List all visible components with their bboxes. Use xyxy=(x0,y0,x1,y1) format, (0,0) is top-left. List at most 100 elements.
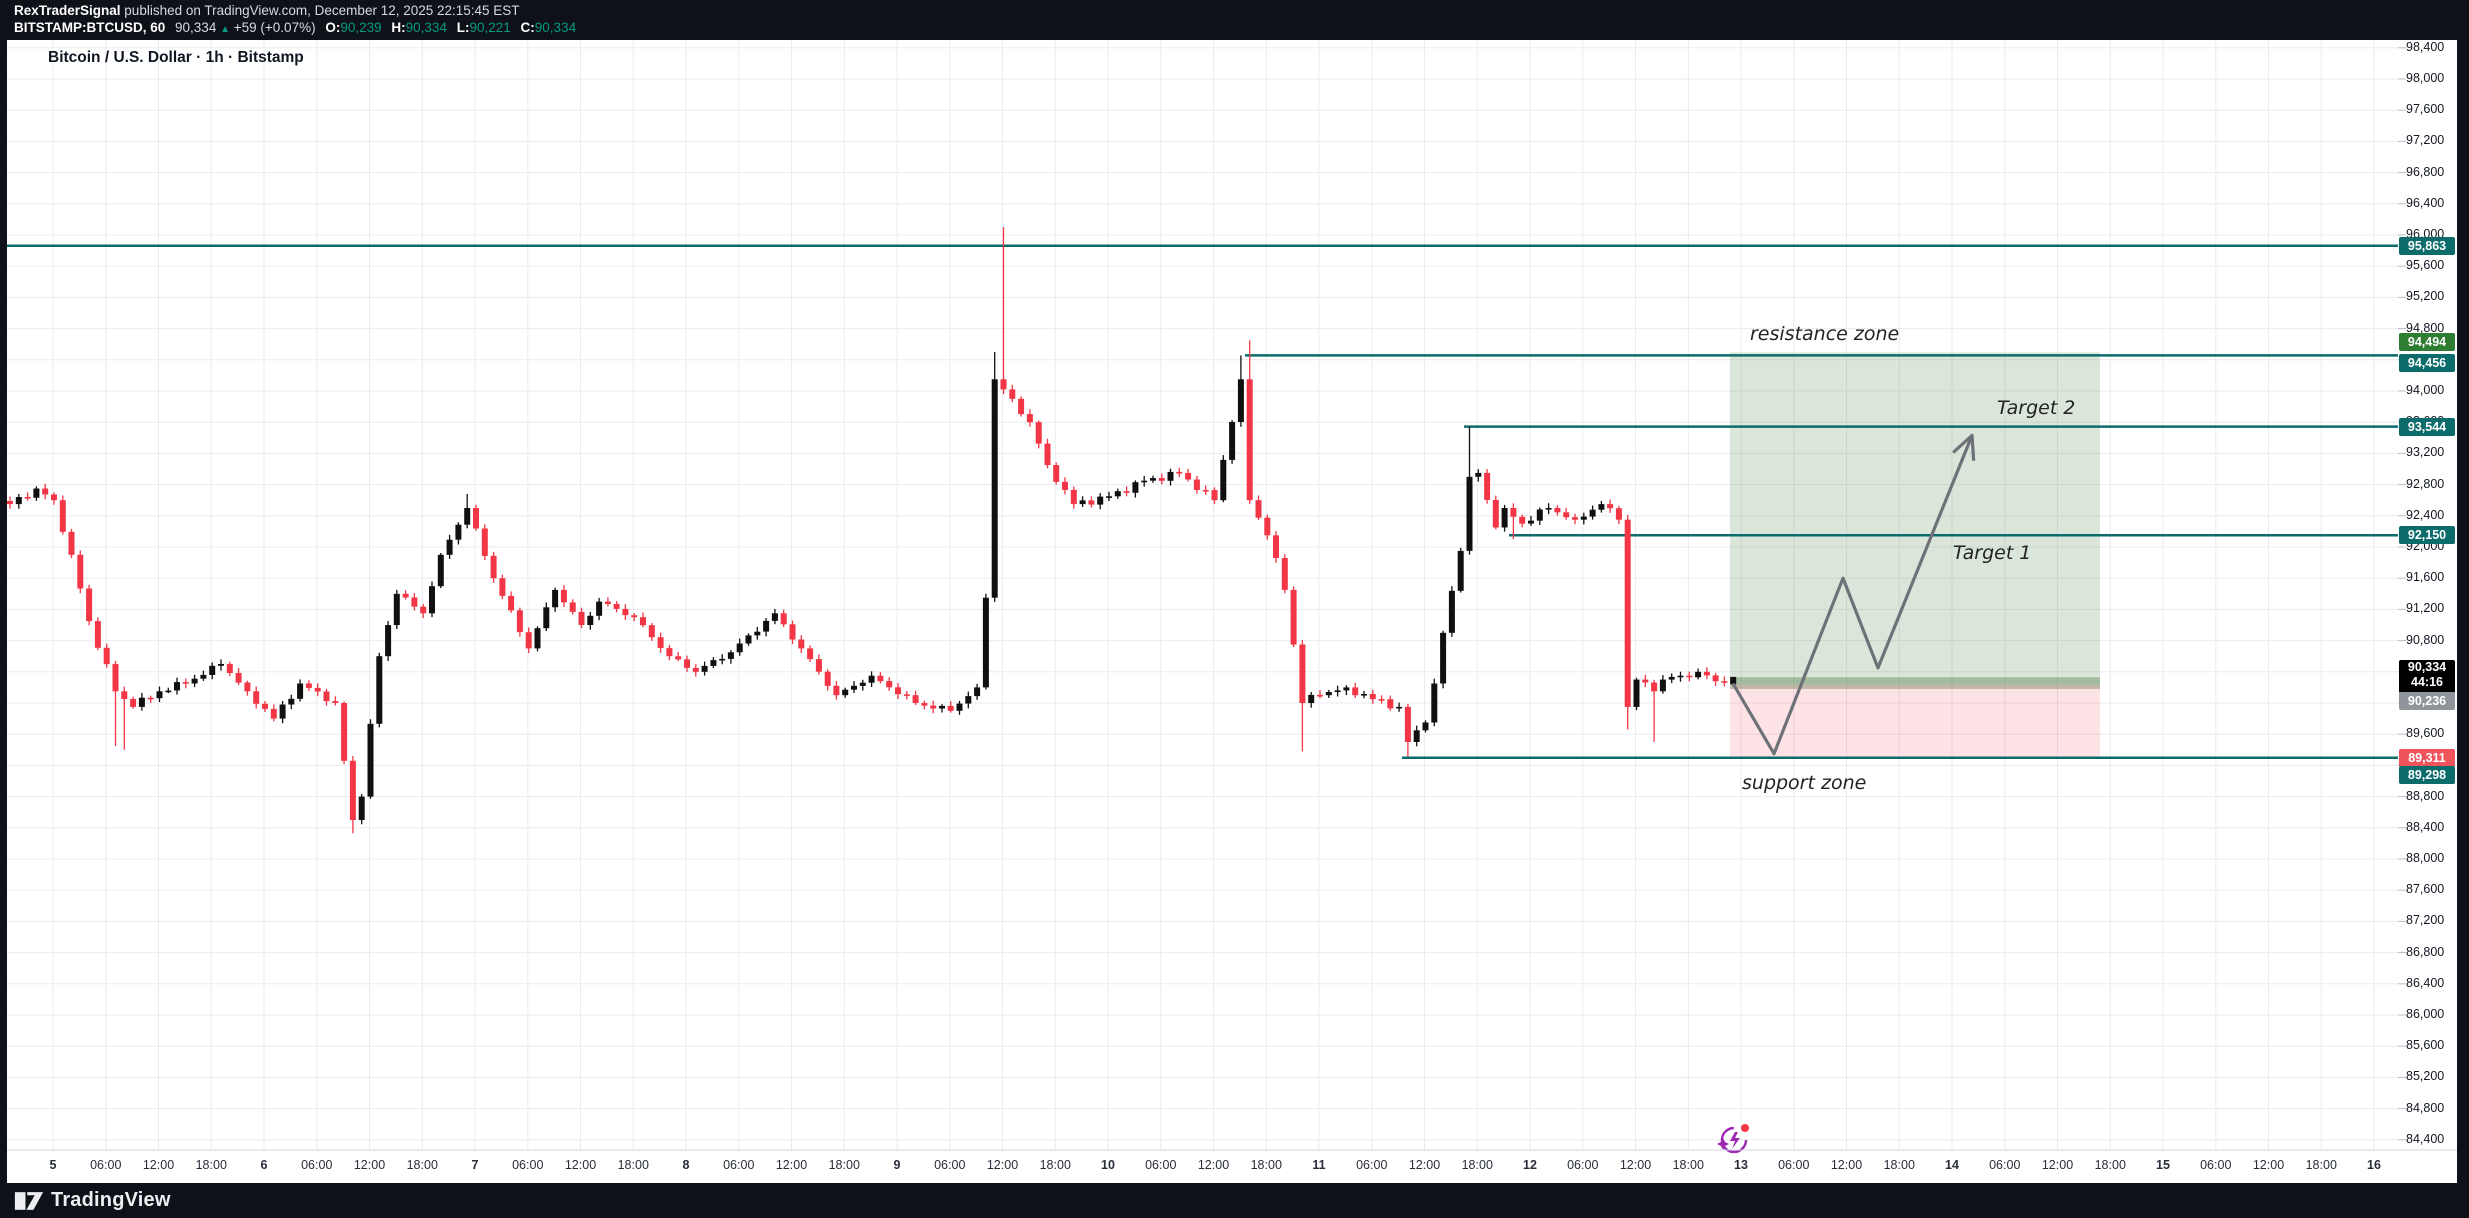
time-tick-day: 14 xyxy=(1945,1158,1959,1172)
price-tick-label: 87,600 xyxy=(2406,882,2445,897)
target-1-text[interactable]: Target 1 xyxy=(1953,542,2032,564)
time-tick-hour: 18:00 xyxy=(617,1158,649,1172)
time-tick-hour: 12:00 xyxy=(142,1158,175,1172)
close-label: C: xyxy=(520,20,535,35)
resistance-zone-text[interactable]: resistance zone xyxy=(1750,323,1900,345)
time-tick-hour: 12:00 xyxy=(1830,1158,1863,1172)
time-tick-day: 8 xyxy=(682,1158,690,1172)
time-tick-hour: 12:00 xyxy=(564,1158,597,1172)
price-tick-label: 95,200 xyxy=(2406,289,2445,304)
price-tick-label: 91,600 xyxy=(2406,570,2445,585)
time-tick-hour: 18:00 xyxy=(1250,1158,1282,1172)
publish-info-line: RexTraderSignal published on TradingView… xyxy=(14,2,520,19)
time-tick-hour: 18:00 xyxy=(828,1158,860,1172)
event-marker-icon[interactable] xyxy=(1717,1124,1749,1154)
time-tick-hour: 18:00 xyxy=(2094,1158,2126,1172)
up-triangle-icon: ▲ xyxy=(220,24,230,35)
high-value: 90,334 xyxy=(405,20,447,35)
time-tick-hour: 12:00 xyxy=(1197,1158,1230,1172)
time-tick-day: 10 xyxy=(1101,1158,1115,1172)
projection-arrow[interactable] xyxy=(1731,433,1976,756)
price-tick-label: 94,800 xyxy=(2406,320,2445,335)
time-tick-hour: 12:00 xyxy=(986,1158,1019,1172)
time-tick-day: 9 xyxy=(893,1158,901,1172)
time-tick-day: 7 xyxy=(471,1158,479,1172)
price-tick-label: 85,600 xyxy=(2406,1038,2445,1053)
time-tick-day: 16 xyxy=(2367,1158,2381,1172)
time-tick-hour: 18:00 xyxy=(195,1158,227,1172)
price-tick-label: 98,000 xyxy=(2406,71,2445,85)
price-tick-label: 93,200 xyxy=(2406,445,2445,460)
price-tick-label: 92,400 xyxy=(2406,507,2445,522)
target-2-text[interactable]: Target 2 xyxy=(1997,397,2076,419)
time-tick-hour: 18:00 xyxy=(1672,1158,1704,1172)
price-tick-label: 86,000 xyxy=(2406,1007,2445,1021)
price-tick-label: 96,800 xyxy=(2406,164,2445,179)
price-tick-label: 84,800 xyxy=(2406,1100,2445,1115)
red-dot-icon xyxy=(1741,1124,1749,1132)
price-label-93544: 93,544 xyxy=(2399,417,2455,436)
price-tick-label: 95,600 xyxy=(2406,258,2445,273)
time-tick-day: 15 xyxy=(2156,1158,2170,1172)
time-tick-hour: 12:00 xyxy=(1619,1158,1652,1172)
symbol-info-line: BITSTAMP:BTCUSD, 60 90,334 ▲ +59 (+0.07%… xyxy=(14,19,576,38)
price-axis[interactable]: 98,400 98,000 97,600 97,200 96,800 96,400 96,0… xyxy=(2398,40,2457,1183)
time-tick-hour: 12:00 xyxy=(2041,1158,2074,1172)
time-tick-hour: 12:00 xyxy=(775,1158,808,1172)
time-tick-hour: 06:00 xyxy=(1989,1158,2021,1172)
candlestick-plot[interactable] xyxy=(7,40,2457,1183)
tradingview-logo[interactable]: TradingView xyxy=(14,1189,171,1212)
price-tick-label: 96,400 xyxy=(2406,195,2445,210)
price-label-90236: 90,236 xyxy=(2399,691,2455,710)
profit-zone xyxy=(1730,352,2100,685)
price-tick-label: 88,400 xyxy=(2406,819,2445,834)
price-label-89298: 89,298 xyxy=(2399,765,2455,784)
time-tick-hour: 18:00 xyxy=(406,1158,438,1172)
gridlines xyxy=(7,40,2398,1150)
time-tick-hour: 18:00 xyxy=(2305,1158,2337,1172)
time-tick-hour: 06:00 xyxy=(301,1158,333,1172)
price-tick-label: 98,400 xyxy=(2406,40,2445,54)
price-label-95863: 95,863 xyxy=(2399,236,2455,255)
time-tick-hour: 06:00 xyxy=(1778,1158,1810,1172)
low-label: L: xyxy=(456,20,470,35)
chart-panel[interactable]: Bitcoin / U.S. Dollar · 1h · Bitstamp 98… xyxy=(7,40,2457,1183)
time-tick-hour: 06:00 xyxy=(934,1158,966,1172)
long-position-tool[interactable] xyxy=(1730,352,2100,757)
lightning-icon xyxy=(1730,1132,1740,1149)
price-label-94456: 94,456 xyxy=(2399,354,2455,373)
publish-details: published on TradingView.com, December 1… xyxy=(120,3,520,18)
time-tick-hour: 06:00 xyxy=(1567,1158,1599,1172)
price-tick-label: 87,200 xyxy=(2406,913,2445,928)
time-tick-hour: 06:00 xyxy=(2200,1158,2232,1172)
support-zone-text[interactable]: support zone xyxy=(1742,772,1867,794)
chart-legend-title: Bitcoin / U.S. Dollar · 1h · Bitstamp xyxy=(48,49,304,66)
tradingview-logo-icon xyxy=(14,1191,44,1210)
time-tick-hour: 06:00 xyxy=(90,1158,122,1172)
open-value: 90,239 xyxy=(340,20,382,35)
time-tick-hour: 18:00 xyxy=(1039,1158,1071,1172)
time-tick-hour: 06:00 xyxy=(512,1158,544,1172)
time-tick-hour: 12:00 xyxy=(2252,1158,2285,1172)
open-label: O: xyxy=(325,20,341,35)
time-tick-hour: 06:00 xyxy=(723,1158,755,1172)
high-label: H: xyxy=(391,20,406,35)
time-tick-hour: 18:00 xyxy=(1883,1158,1915,1172)
tradingview-logo-text: TradingView xyxy=(51,1189,171,1211)
price-tick-label: 91,200 xyxy=(2406,601,2445,616)
time-tick-hour: 18:00 xyxy=(1461,1158,1493,1172)
symbol-name: BITSTAMP:BTCUSD, 60 xyxy=(14,20,166,35)
price-label-90334: 90,334 44:16 xyxy=(2399,660,2455,694)
time-tick-hour: 12:00 xyxy=(353,1158,386,1172)
close-value: 90,334 xyxy=(534,20,577,35)
price-tick-label: 97,200 xyxy=(2406,133,2445,148)
price-tick-label: 90,800 xyxy=(2406,632,2445,647)
time-tick-day: 13 xyxy=(1734,1158,1748,1172)
price-tick-label: 85,200 xyxy=(2406,1069,2445,1084)
horizontal-lines[interactable] xyxy=(7,244,2398,760)
price-tick-label: 84,400 xyxy=(2406,1131,2445,1146)
time-tick-hour: 06:00 xyxy=(1145,1158,1177,1172)
low-value: 90,221 xyxy=(469,20,511,35)
price-tick-label: 88,800 xyxy=(2406,788,2445,803)
